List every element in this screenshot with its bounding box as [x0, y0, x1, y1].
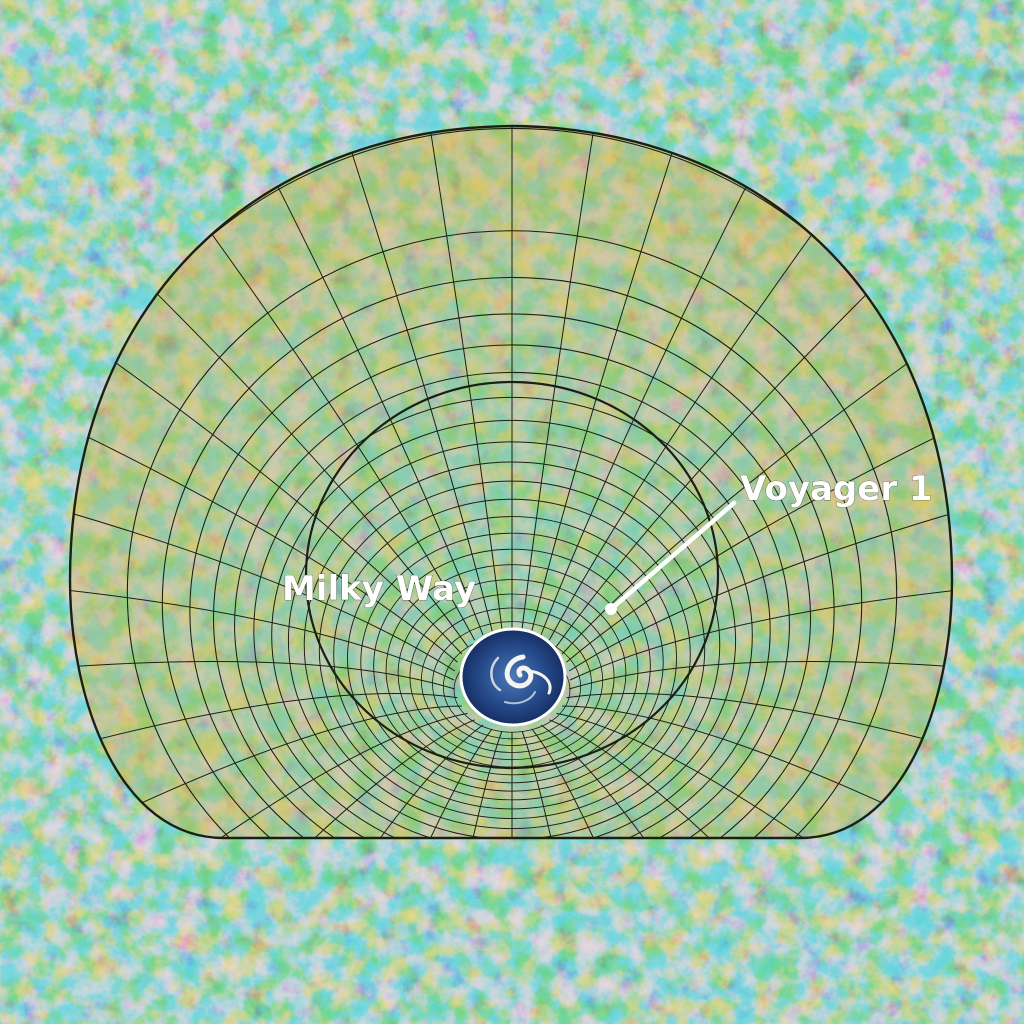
galaxy-disc: [459, 627, 567, 727]
voyager-label: Voyager 1: [740, 469, 933, 509]
grid-spoke: [299, 728, 493, 838]
voyager-probe-marker: [605, 603, 617, 615]
milky-way-label: Milky Way: [282, 569, 476, 609]
grid-spoke: [70, 705, 462, 838]
grid-spoke: [70, 660, 456, 690]
grid-spoke: [556, 712, 952, 838]
grid-spoke: [549, 719, 911, 838]
grid-spoke: [201, 724, 484, 838]
grid-spoke: [70, 574, 455, 681]
grid-spoke: [70, 466, 456, 672]
grid-spoke: [521, 731, 621, 838]
grid-spoke: [562, 705, 952, 838]
grid-spoke: [531, 126, 725, 632]
grid-spoke: [70, 712, 468, 838]
grid-spoke: [568, 660, 952, 690]
grid-spoke: [521, 126, 621, 629]
grid-spoke: [403, 731, 503, 838]
grid-spoke: [70, 693, 458, 788]
inner-well-ring: [304, 380, 720, 770]
grid-spoke: [299, 126, 493, 632]
grid-spoke: [403, 126, 503, 629]
grid-spoke: [113, 719, 475, 838]
grid-spoke: [70, 264, 463, 655]
spiral-galaxy-icon: [490, 654, 552, 705]
bubble-fill: [70, 126, 952, 838]
bubble-outline: [68, 124, 954, 840]
grid-spoke: [531, 728, 725, 838]
grid-spoke: [566, 362, 952, 663]
grid-spoke: [540, 724, 823, 838]
grid-spoke: [568, 466, 952, 672]
grid-spoke: [70, 362, 458, 663]
voyager-pointer: [605, 500, 737, 615]
galaxy: [459, 627, 567, 727]
grid-spoke: [569, 574, 952, 681]
grid-spoke: [566, 693, 952, 788]
voyager-leader-line: [607, 500, 737, 613]
